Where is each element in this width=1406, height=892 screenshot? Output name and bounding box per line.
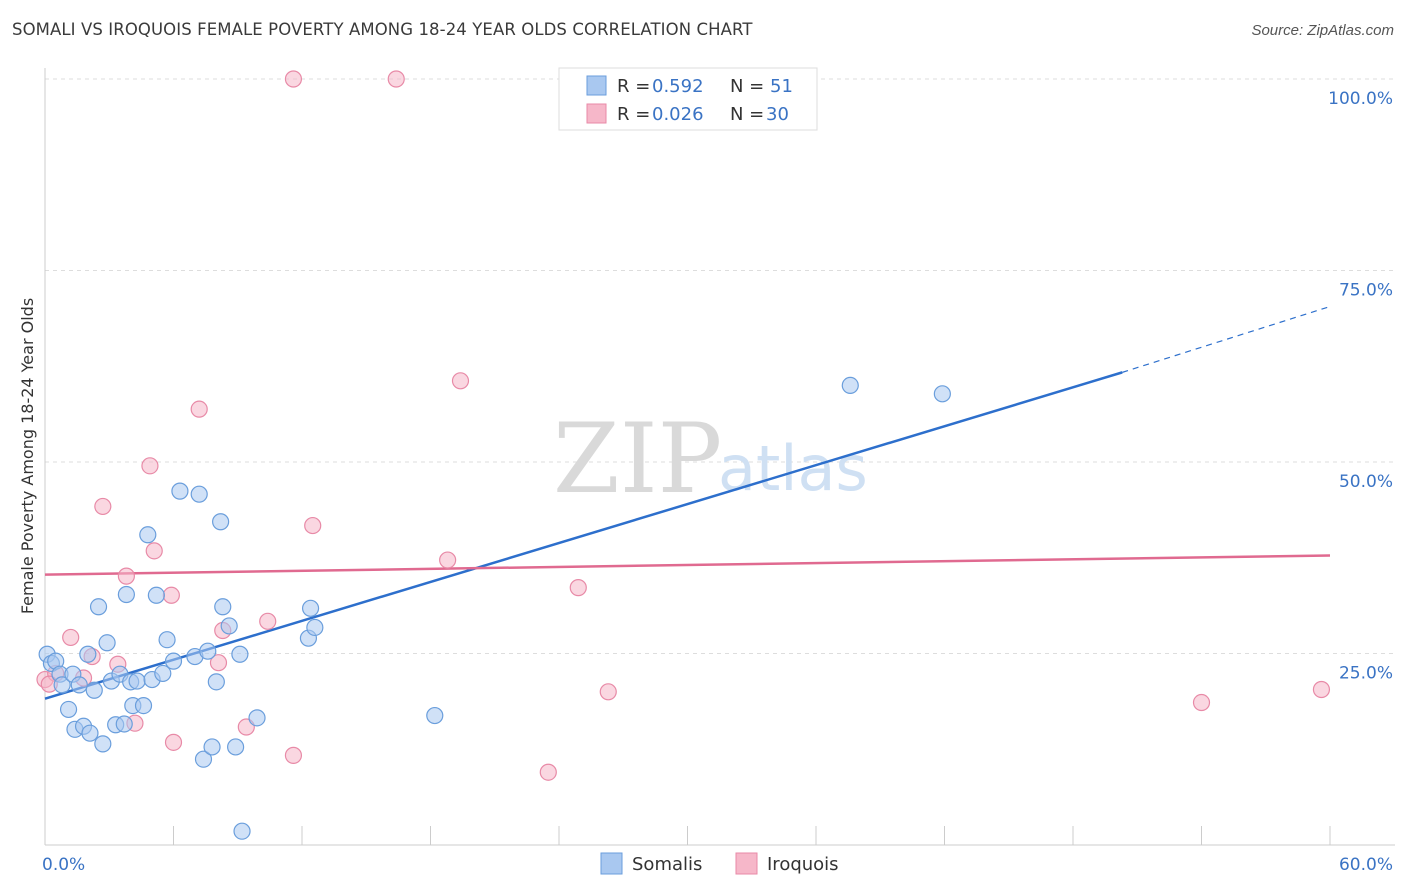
- point-somalis: [139, 526, 157, 544]
- point-iroquois: [304, 516, 322, 535]
- point-somalis: [81, 724, 99, 742]
- point-iroquois: [284, 746, 303, 764]
- point-iroquois: [284, 70, 303, 88]
- tick-labels: 25.0% 50.0% 75.0% 100.0% 0.0% 60.0%: [42, 89, 1393, 875]
- trend-line-somalis: [44, 371, 1123, 700]
- point-somalis: [227, 738, 245, 756]
- point-somalis: [98, 634, 116, 652]
- watermark: ZIP atlas: [553, 403, 868, 515]
- point-iroquois: [94, 497, 112, 516]
- bottom-legend: Somalis Iroquois: [600, 852, 839, 875]
- bottom-legend-label-somalis: Somalis: [632, 854, 702, 875]
- point-somalis: [70, 676, 88, 694]
- point-iroquois: [141, 457, 159, 475]
- point-iroquois: [117, 567, 135, 585]
- watermark-atlas: atlas: [718, 432, 868, 505]
- trend-lines: [44, 305, 1331, 700]
- y-tick-label: 50.0%: [1339, 472, 1393, 492]
- point-somalis: [115, 715, 133, 733]
- point-somalis: [933, 385, 951, 403]
- point-somalis: [194, 750, 213, 768]
- y-tick-label: 25.0%: [1339, 664, 1393, 684]
- legend-n-label: N =: [730, 104, 764, 125]
- legend-r-value: 0.592: [652, 76, 704, 97]
- data-points: [36, 70, 1331, 840]
- point-iroquois: [387, 70, 405, 88]
- grid-lines: [45, 78, 1395, 654]
- legend-r-label: R =: [617, 76, 650, 97]
- point-somalis: [426, 706, 444, 725]
- legend-r-value: 0.026: [652, 104, 704, 125]
- x-tick-label: 60.0%: [1339, 855, 1393, 875]
- point-somalis: [164, 652, 183, 670]
- point-somalis: [134, 696, 153, 715]
- legend-n-label: N =: [730, 76, 764, 97]
- chart-title: SOMALI VS IROQUOIS FEMALE POVERTY AMONG …: [12, 20, 753, 39]
- legend-swatch-somalis: [586, 75, 607, 96]
- point-somalis: [79, 645, 97, 663]
- point-somalis: [199, 642, 217, 660]
- point-somalis: [85, 681, 103, 699]
- point-somalis: [53, 676, 71, 694]
- point-iroquois: [451, 372, 470, 390]
- legend-swatch-iroquois: [586, 103, 607, 124]
- point-somalis: [231, 645, 249, 663]
- point-iroquois: [1192, 693, 1211, 712]
- legend-r-label: R =: [617, 104, 650, 125]
- point-somalis: [214, 598, 232, 616]
- point-iroquois: [569, 579, 587, 597]
- point-somalis: [117, 585, 135, 604]
- y-axis-title: Female Poverty Among 18-24 Year Olds: [18, 298, 37, 614]
- y-tick-label: 75.0%: [1339, 281, 1393, 301]
- point-iroquois: [599, 683, 617, 701]
- legend-n-value: 51: [770, 76, 793, 97]
- watermark-zip: ZIP: [553, 403, 722, 515]
- point-iroquois: [162, 586, 180, 604]
- axes: [44, 68, 1395, 846]
- point-somalis: [94, 735, 112, 753]
- point-somalis: [154, 664, 172, 683]
- point-somalis: [841, 376, 859, 394]
- point-somalis: [171, 482, 189, 500]
- point-iroquois: [145, 542, 163, 560]
- bottom-legend-swatch-iroquois: [735, 852, 758, 875]
- point-somalis: [207, 673, 225, 691]
- point-somalis: [203, 738, 221, 756]
- point-somalis: [147, 586, 165, 604]
- bottom-legend-label-iroquois: Iroquois: [767, 854, 839, 875]
- trend-line-somalis-extension: [1122, 305, 1331, 373]
- point-somalis: [233, 822, 251, 840]
- point-somalis: [301, 599, 320, 617]
- source-label: Source: ZipAtlas.com: [1251, 22, 1394, 39]
- bottom-legend-swatch-somalis: [600, 852, 623, 875]
- point-somalis: [59, 700, 78, 719]
- point-somalis: [190, 485, 208, 503]
- y-tick-label: 100.0%: [1328, 89, 1393, 109]
- legend-box: R = 0.592 N = 51 R = 0.026 N = 30: [558, 67, 818, 131]
- point-iroquois: [259, 612, 277, 630]
- point-somalis: [128, 672, 146, 690]
- point-somalis: [220, 617, 238, 635]
- point-iroquois: [1312, 680, 1331, 699]
- point-somalis: [89, 598, 108, 616]
- point-iroquois: [190, 400, 208, 418]
- point-iroquois: [209, 654, 228, 672]
- point-somalis: [212, 513, 230, 531]
- legend-n-value: 30: [766, 104, 789, 125]
- point-somalis: [158, 631, 176, 649]
- point-somalis: [306, 618, 324, 637]
- point-iroquois: [62, 628, 80, 647]
- point-iroquois: [439, 551, 457, 569]
- point-somalis: [248, 709, 266, 727]
- point-iroquois: [164, 733, 183, 751]
- point-iroquois: [539, 763, 557, 781]
- x-tick-label: 0.0%: [42, 855, 85, 875]
- trend-line-iroquois: [44, 554, 1331, 576]
